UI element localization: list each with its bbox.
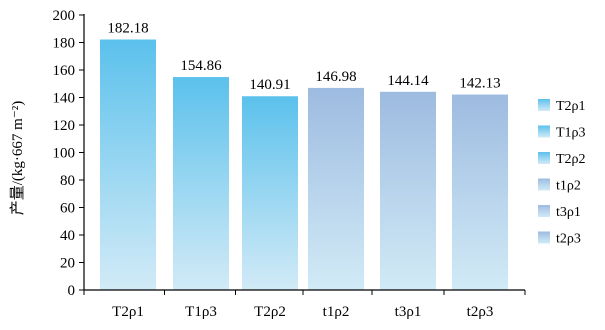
legend-swatch-2 <box>538 125 550 138</box>
data-labels: 182.18 154.86 140.91 146.98 144.14 142.13 <box>107 21 500 94</box>
y-tick-label-100: 100 <box>53 146 76 162</box>
legend-swatch-1 <box>538 99 550 111</box>
y-tick-label-200: 200 <box>53 8 76 24</box>
data-label-6: 142.13 <box>459 76 500 92</box>
y-tick-label-120: 120 <box>53 118 76 134</box>
y-tick-label-60: 60 <box>60 201 75 217</box>
legend-label-1: T2ρ1 <box>556 99 586 114</box>
legend-swatch-5 <box>538 205 550 217</box>
x-tick-label-3: T2ρ2 <box>254 304 286 320</box>
x-tick-label-5: t3ρ1 <box>395 304 422 320</box>
y-tick-label-20: 20 <box>60 256 75 272</box>
data-label-3: 140.91 <box>249 77 290 93</box>
data-label-1: 182.18 <box>107 21 148 37</box>
y-tick-label-40: 40 <box>60 228 75 244</box>
bar-5 <box>380 91 436 291</box>
legend-label-4: t1ρ2 <box>556 179 581 194</box>
bar-2 <box>173 77 229 290</box>
legend-label-5: t3ρ1 <box>556 205 581 220</box>
x-tick-label-2: T1ρ3 <box>185 304 217 320</box>
bar-1 <box>100 39 156 290</box>
legend-swatch-6 <box>538 231 550 244</box>
legend-label-2: T1ρ3 <box>556 126 586 141</box>
legend-swatch-4 <box>538 178 550 191</box>
bar-3 <box>242 96 298 290</box>
axes: T2ρ1 T1ρ3 T2ρ2 t1ρ2 t3ρ1 t2ρ3 0 20 40 60 80 100 120 1… <box>53 8 526 320</box>
data-label-2: 154.86 <box>180 58 222 74</box>
x-tick-label-6: t2ρ3 <box>467 304 494 320</box>
x-tick-label-4: t1ρ2 <box>323 304 350 320</box>
data-label-5: 144.14 <box>387 73 429 89</box>
y-tick-label-80: 80 <box>60 173 75 189</box>
legend: T2ρ1 T1ρ3 T2ρ2 t1ρ2 t3ρ1 t2ρ3 <box>538 99 586 247</box>
bar-6 <box>452 94 508 290</box>
y-axis-title: 产量/(kg·667 m⁻²) <box>9 101 26 216</box>
y-tick-label-0: 0 <box>68 283 76 299</box>
y-tick-label-180: 180 <box>53 36 76 52</box>
x-tick-label-1: T2ρ1 <box>112 304 144 320</box>
legend-swatch-3 <box>538 152 550 164</box>
data-label-4: 146.98 <box>315 69 356 85</box>
plot-area <box>100 39 508 291</box>
y-tick-label-140: 140 <box>53 91 76 107</box>
y-tick-label-160: 160 <box>53 63 76 79</box>
legend-label-3: T2ρ2 <box>556 152 586 167</box>
legend-label-6: t2ρ3 <box>556 232 581 247</box>
bar-4 <box>308 87 364 290</box>
